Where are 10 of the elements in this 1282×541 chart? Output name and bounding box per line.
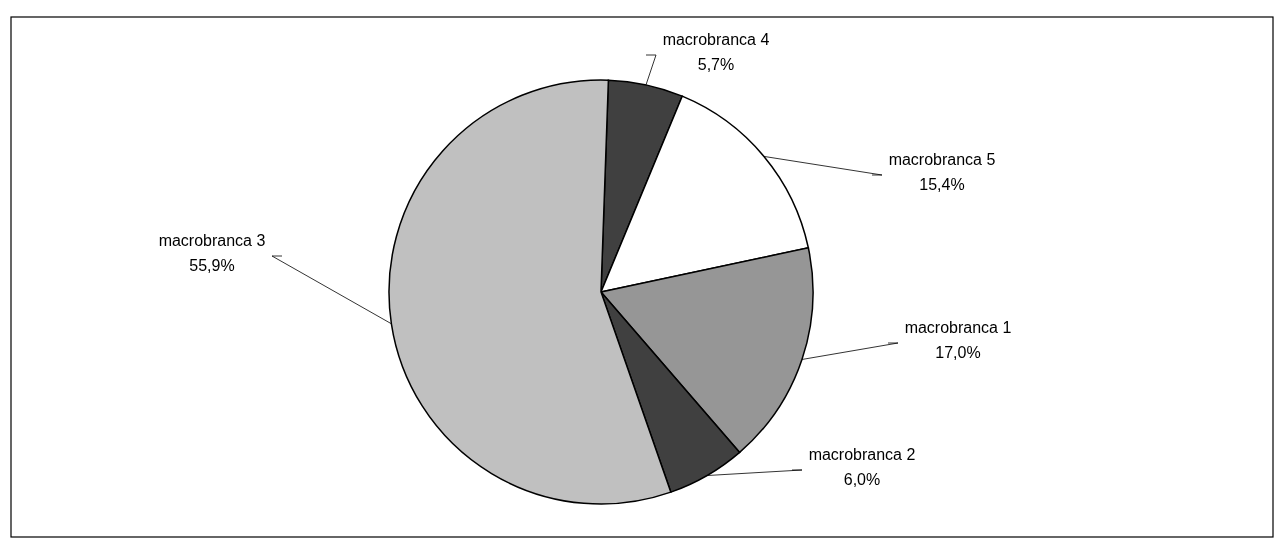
data-label: 5,7% (697, 56, 735, 73)
data-label: 15,4% (919, 176, 965, 193)
slice-label: macrobranca 1 (904, 319, 1012, 336)
slice-label: macrobranca 2 (808, 446, 916, 463)
slice-label: macrobranca 5 (888, 151, 996, 168)
slice-label: macrobranca 4 (662, 31, 770, 48)
slice-label: macrobranca 3 (158, 232, 266, 249)
data-label: 55,9% (189, 257, 235, 274)
data-label: 17,0% (935, 344, 981, 361)
data-label: 6,0% (843, 471, 881, 488)
